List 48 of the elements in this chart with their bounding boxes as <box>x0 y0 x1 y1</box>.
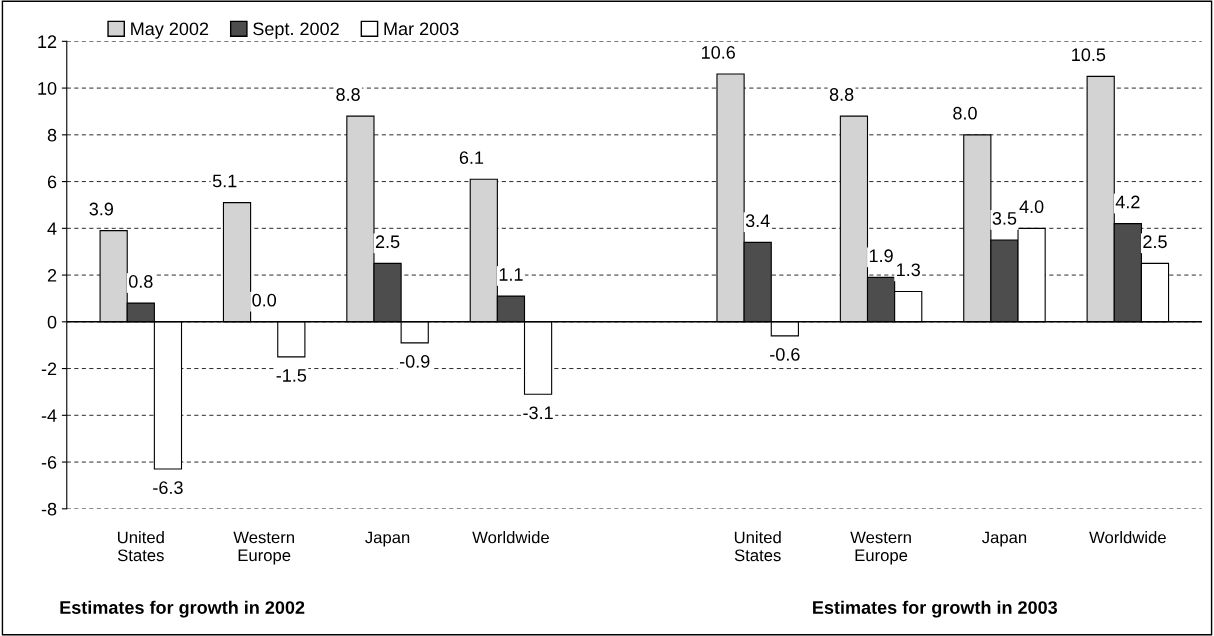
data-label: 2.5 <box>1143 235 1167 249</box>
data-label: 8.8 <box>336 88 360 101</box>
legend-label: Sept. 2002 <box>253 22 339 39</box>
data-label: 1.9 <box>869 249 893 263</box>
data-label: 10.5 <box>1072 48 1106 62</box>
y-tick-label: -4 <box>41 409 57 422</box>
data-label: 8.0 <box>953 106 977 120</box>
data-label: 5.1 <box>212 174 237 188</box>
data-label: -1.5 <box>276 369 307 382</box>
data-label: -0.6 <box>770 348 800 361</box>
data-label: -6.3 <box>153 481 183 495</box>
data-label: 3.4 <box>745 214 770 228</box>
legend-label: May 2002 <box>131 22 209 39</box>
x-tick-label: Japan <box>365 531 410 547</box>
x-tick-label: Worldwide <box>1089 531 1166 544</box>
y-tick-label: 6 <box>47 175 57 189</box>
data-label: 10.6 <box>702 46 735 59</box>
data-label: 3.5 <box>992 211 1017 225</box>
x-tick-label: Western Europe <box>233 531 294 565</box>
y-tick-label: 10 <box>38 82 57 95</box>
y-tick-label: 8 <box>47 128 57 142</box>
data-label: 6.1 <box>459 151 484 164</box>
y-tick-label: 2 <box>47 269 57 282</box>
x-tick-label: United States <box>117 531 164 562</box>
data-label: 1.1 <box>499 268 523 281</box>
y-tick-label: 4 <box>47 222 57 235</box>
data-label: 4.0 <box>1019 200 1044 214</box>
data-label: 4.2 <box>1115 195 1140 209</box>
y-tick-label: -2 <box>41 362 57 376</box>
y-tick-label: 0 <box>47 315 57 329</box>
data-label: 2.5 <box>375 235 400 249</box>
data-label: 3.9 <box>89 202 114 216</box>
x-tick-label: Japan <box>982 531 1027 547</box>
y-tick-label: 12 <box>38 35 57 48</box>
data-label: 8.8 <box>829 88 854 101</box>
x-tick-label: Western Europe <box>850 531 911 565</box>
text: Estimates for growth in 2002 <box>60 600 305 618</box>
text: Estimates for growth in 2003 <box>813 600 1058 618</box>
y-tick-label: -8 <box>41 502 57 516</box>
data-label: 0.0 <box>252 293 277 307</box>
data-label: 0.8 <box>128 275 153 288</box>
data-label: -3.1 <box>523 406 553 420</box>
legend-label: Mar 2003 <box>384 22 459 36</box>
data-label: 1.3 <box>897 263 920 277</box>
x-tick-label: Worldwide <box>472 531 549 544</box>
x-tick-label: United States <box>734 531 781 562</box>
y-tick-label: -6 <box>41 455 57 469</box>
data-label: -0.9 <box>399 355 430 368</box>
